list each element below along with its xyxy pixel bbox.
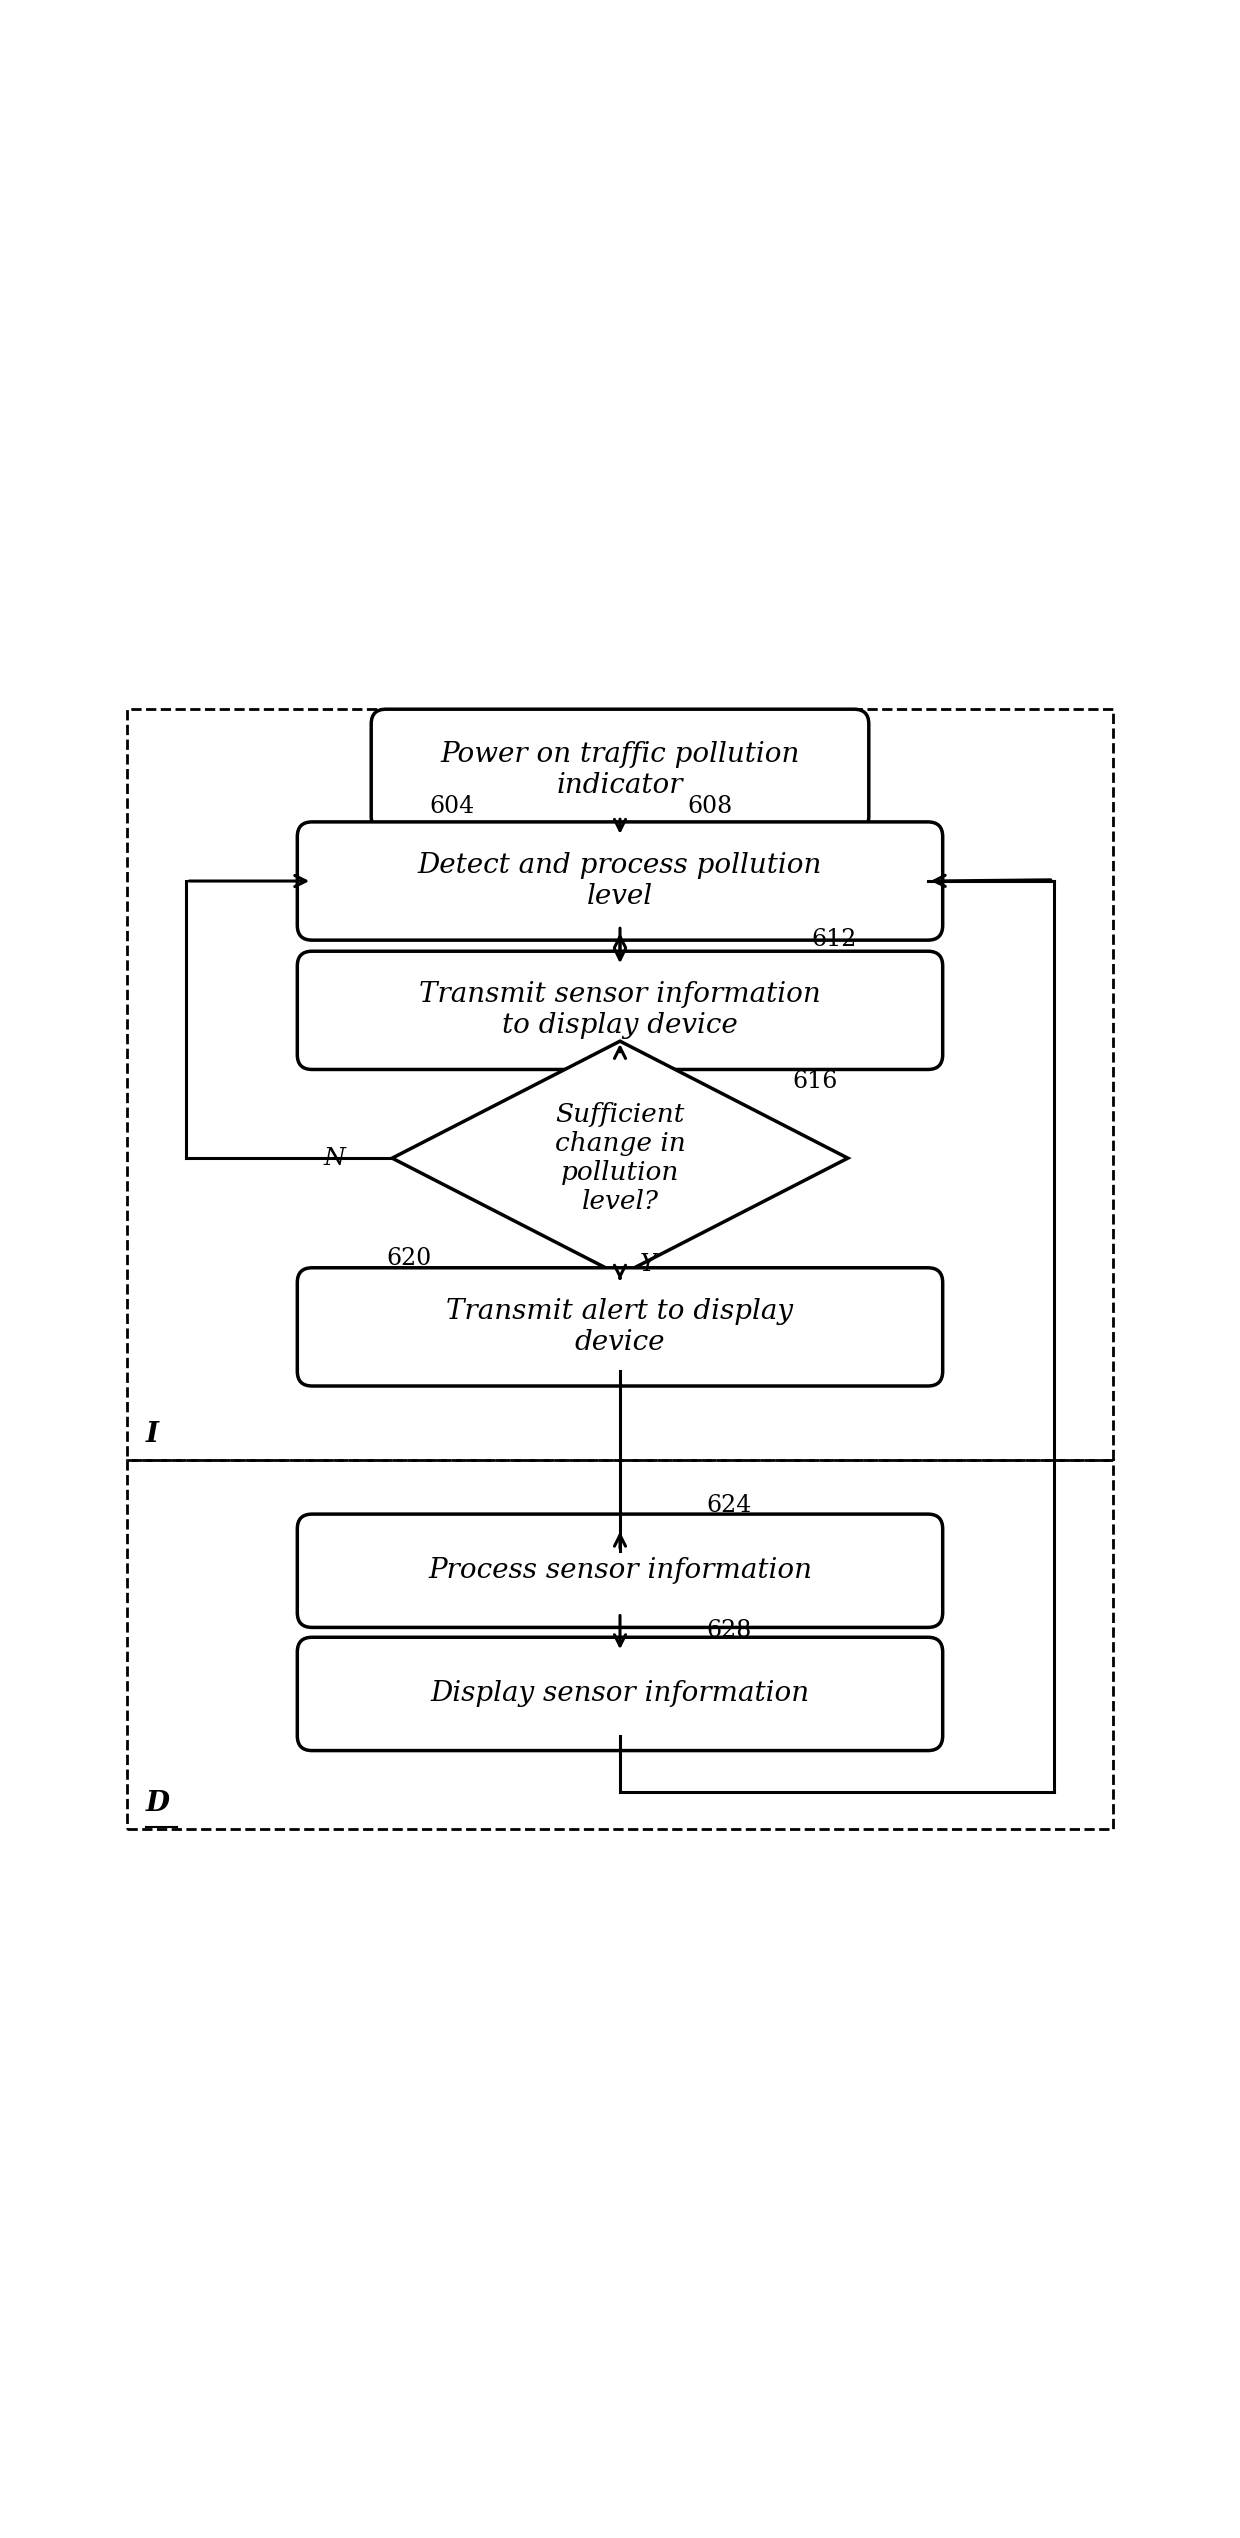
- FancyBboxPatch shape: [298, 1269, 942, 1386]
- Text: 624: 624: [707, 1492, 751, 1518]
- Text: Y: Y: [640, 1254, 656, 1277]
- Text: Transmit sensor information
to display device: Transmit sensor information to display d…: [419, 982, 821, 1041]
- Text: N: N: [324, 1147, 345, 1170]
- Text: I: I: [146, 1421, 159, 1447]
- Bar: [128, 1459, 1112, 1830]
- Polygon shape: [392, 1041, 848, 1274]
- Text: Detect and process pollution
level: Detect and process pollution level: [418, 853, 822, 911]
- Bar: [128, 708, 1112, 1459]
- Text: 604: 604: [429, 794, 475, 817]
- Text: 628: 628: [707, 1619, 751, 1642]
- Text: Display sensor information: Display sensor information: [430, 1680, 810, 1708]
- Text: 616: 616: [792, 1071, 838, 1094]
- Text: 612: 612: [811, 929, 857, 952]
- FancyBboxPatch shape: [298, 822, 942, 939]
- FancyBboxPatch shape: [298, 1637, 942, 1751]
- Text: 620: 620: [386, 1246, 432, 1269]
- Text: Sufficient
change in
pollution
level?: Sufficient change in pollution level?: [554, 1101, 686, 1213]
- Text: D: D: [146, 1789, 170, 1817]
- Text: Transmit alert to display
device: Transmit alert to display device: [446, 1297, 794, 1355]
- Text: Power on traffic pollution
indicator: Power on traffic pollution indicator: [440, 741, 800, 799]
- FancyBboxPatch shape: [371, 708, 869, 830]
- FancyBboxPatch shape: [298, 952, 942, 1068]
- FancyBboxPatch shape: [298, 1515, 942, 1627]
- Text: Process sensor information: Process sensor information: [428, 1558, 812, 1584]
- Text: 608: 608: [688, 794, 733, 817]
